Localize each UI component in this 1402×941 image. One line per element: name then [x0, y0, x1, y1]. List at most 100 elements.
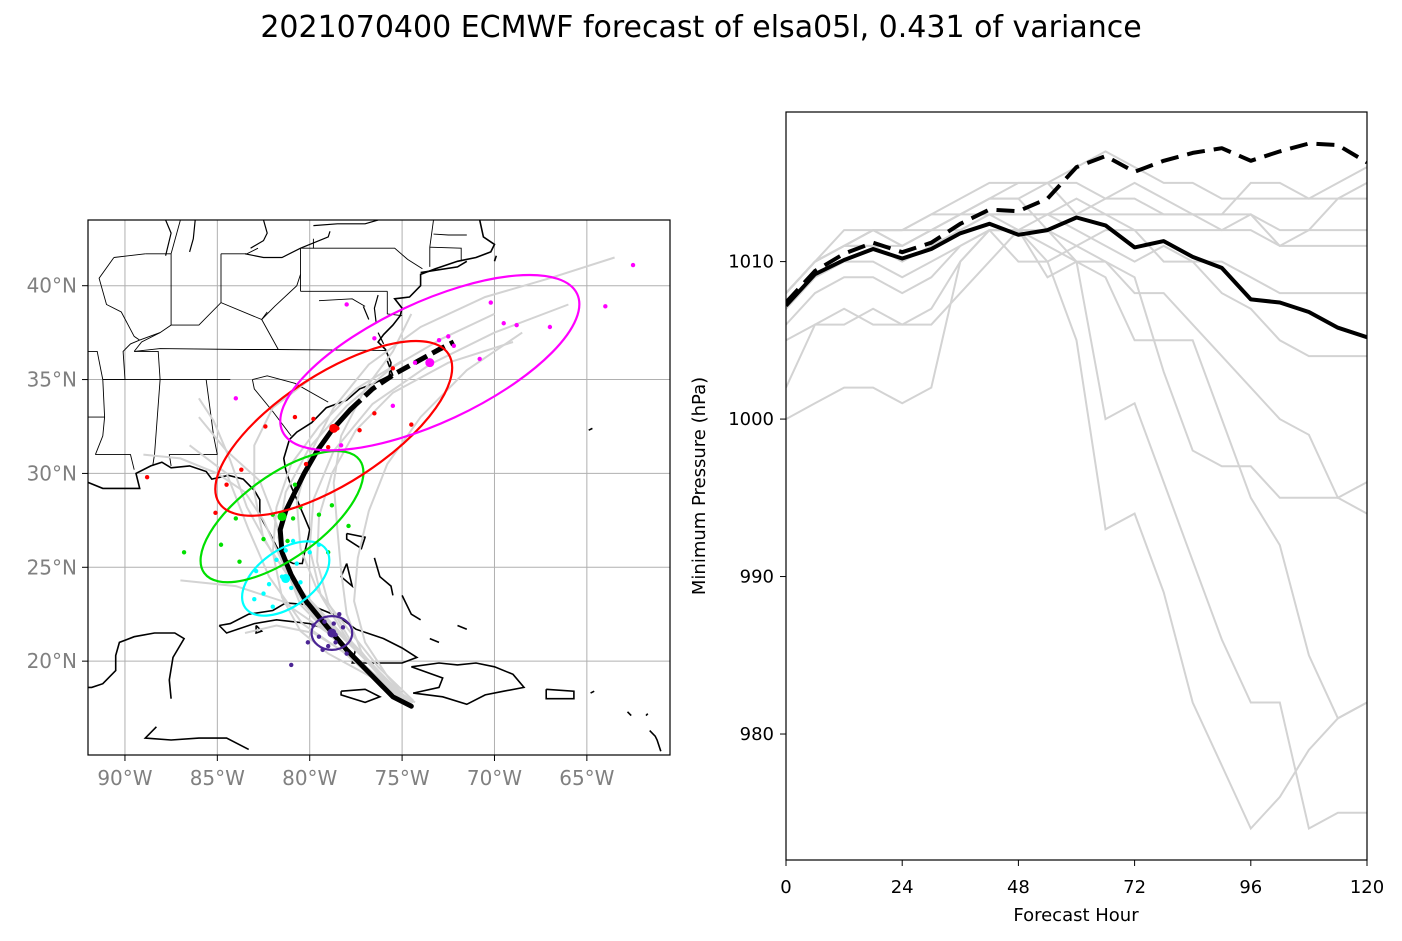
position-dot-72h	[292, 482, 298, 487]
position-dot-96h	[390, 366, 396, 371]
position-dot-120h	[390, 403, 396, 409]
ensemble-pressure-line	[786, 197, 1367, 358]
position-dot-72h	[237, 559, 242, 564]
state-border	[313, 247, 423, 270]
ensemble-pressure-lines	[786, 150, 1367, 831]
chart-title: 2021070400 ECMWF forecast of elsa05l, 0.…	[260, 10, 1142, 45]
position-dot-24h	[331, 621, 336, 626]
coastline	[411, 662, 526, 706]
ellipse-120h	[279, 273, 581, 452]
lake-outline	[362, 306, 370, 320]
coastline	[626, 711, 632, 717]
ellipse-72h	[199, 449, 365, 584]
position-dot-96h	[263, 424, 268, 429]
y-tick-label: 980	[740, 724, 774, 745]
position-dot-120h	[372, 336, 377, 341]
ellipse-48h	[240, 540, 331, 617]
position-dot-48h	[289, 585, 294, 591]
coastlines	[88, 220, 662, 752]
lat-tick-label: 30°N	[27, 461, 77, 485]
position-dot-24h	[337, 612, 342, 617]
lat-tick-label: 35°N	[27, 368, 77, 392]
ensemble-track	[353, 331, 523, 705]
uncertainty-ellipses	[199, 273, 581, 651]
coastline	[645, 713, 649, 717]
state-border	[134, 348, 386, 352]
position-dot-120h	[514, 322, 519, 328]
lake-outline	[189, 220, 196, 253]
position-dot-48h	[266, 581, 272, 587]
x-tick-label: 120	[1350, 877, 1384, 898]
lake-outline	[165, 220, 172, 256]
ensemble-pressure-line	[786, 229, 1367, 831]
position-dot-96h	[372, 411, 377, 416]
x-tick-label: 24	[891, 877, 914, 898]
state-border	[429, 220, 434, 267]
position-dot-72h	[181, 550, 187, 555]
track-map-panel: 90°W 85°W 80°W 75°W 70°W 65°W 20°N 25°N 30°N 35°N…	[27, 219, 671, 790]
position-dot-96h	[239, 467, 244, 472]
position-dot-120h	[603, 304, 608, 309]
lake-outline	[250, 220, 268, 249]
position-dot-120h	[451, 343, 457, 348]
lon-tick-label: 75°W	[374, 766, 429, 790]
x-tick-label: 96	[1239, 877, 1262, 898]
lat-tick-label: 25°N	[27, 555, 77, 579]
state-border	[122, 339, 140, 380]
x-tick-label: 72	[1123, 877, 1146, 898]
state-border	[251, 379, 292, 437]
x-tick-label: 48	[1007, 877, 1030, 898]
position-dot-48h	[294, 561, 299, 566]
position-dot-96h	[357, 428, 362, 433]
coastline	[420, 260, 468, 274]
position-dot-24h	[316, 634, 322, 639]
position-dot-96h	[213, 510, 218, 516]
position-dot-72h	[290, 516, 296, 521]
position-dot-96h	[325, 444, 331, 450]
state-border	[95, 454, 135, 470]
ensemble-pressure-line	[786, 229, 1367, 500]
position-dot-120h	[547, 324, 553, 330]
position-dot-48h	[261, 591, 266, 596]
state-border	[134, 350, 161, 466]
position-dot-96h	[311, 416, 316, 422]
state-border	[386, 291, 403, 317]
coastline	[493, 255, 498, 262]
dashed-pressure-line	[786, 141, 1367, 304]
position-dot-72h	[218, 542, 224, 547]
coastline	[545, 688, 575, 700]
state-border	[94, 379, 106, 455]
coastline	[340, 688, 382, 704]
position-dot-120h	[488, 300, 493, 305]
position-dot-72h	[233, 516, 239, 521]
position-dot-48h	[298, 580, 303, 585]
x-tick-label: 0	[780, 877, 791, 898]
position-dot-120h	[436, 337, 442, 343]
coastline	[588, 427, 593, 431]
lake-outline	[244, 231, 331, 259]
position-dot-48h	[283, 548, 288, 553]
solid-pressure-line	[786, 215, 1367, 340]
state-border	[433, 233, 467, 236]
coastline	[590, 690, 595, 694]
position-dot-120h	[630, 262, 636, 268]
ensemble-track	[295, 256, 615, 702]
position-dot-72h	[329, 503, 335, 508]
ensemble-track	[271, 359, 414, 704]
position-dot-24h	[333, 640, 338, 645]
ensemble-tracks	[143, 256, 615, 707]
member-positions	[144, 262, 636, 668]
position-dot-48h	[290, 538, 296, 544]
position-dot-120h	[477, 356, 482, 362]
mean-position-24h	[327, 628, 337, 638]
pressure-frame	[785, 111, 1368, 861]
position-dot-24h	[289, 662, 294, 668]
state-border	[221, 247, 259, 255]
coastline	[345, 532, 367, 550]
position-dot-24h	[305, 640, 311, 645]
position-dot-120h	[233, 396, 239, 401]
state-border	[252, 375, 329, 403]
position-dot-24h	[344, 651, 349, 656]
coastline	[649, 730, 662, 752]
lon-tick-label: 70°W	[467, 766, 522, 790]
